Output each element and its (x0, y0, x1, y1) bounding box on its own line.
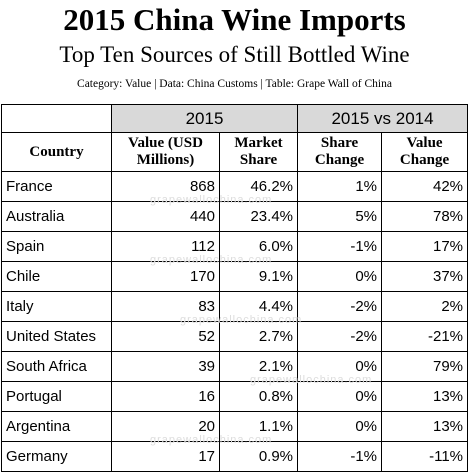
value-cell: -1% (297, 441, 383, 472)
title: 2015 China Wine Imports (63, 2, 406, 37)
value-cell: 6.0% (218, 231, 299, 262)
subtitle: Top Ten Sources of Still Bottled Wine (59, 42, 410, 67)
group-header: 2015 (110, 104, 299, 133)
data-row: Chile 170 9.1% 0% 37% (1, 261, 469, 292)
column-header: Value (USD Millions) (111, 132, 220, 172)
table: 2015 2015 vs 2014 Country Value (USD Millio… (1, 104, 469, 472)
value-cell: 1.1% (218, 411, 299, 442)
value-cell: 0% (297, 381, 383, 412)
value-cell: 37% (381, 261, 469, 292)
country-cell: Italy (1, 291, 112, 322)
caption: Category: Value | Data: China Customs | … (77, 78, 392, 90)
data-row: United States 52 2.7% -2% -21% (1, 321, 469, 352)
value-cell: 9.1% (218, 261, 299, 292)
data-row: Italy 83 4.4% -2% 2% (1, 291, 469, 322)
value-cell: 170 (111, 261, 220, 292)
value-cell: 52 (111, 321, 220, 352)
value-cell: -11% (381, 441, 469, 472)
value-cell: 23.4% (218, 201, 299, 232)
value-cell: -21% (381, 321, 469, 352)
value-cell: 868 (111, 171, 220, 202)
value-cell: 0.9% (218, 441, 299, 472)
value-cell: 83 (111, 291, 220, 322)
country-cell: South Africa (1, 351, 112, 382)
value-cell: 78% (381, 201, 469, 232)
data-row: Argentina 20 1.1% 0% 13% (1, 411, 469, 442)
column-header: Value Change (381, 132, 469, 172)
data-row: South Africa 39 2.1% 0% 79% (1, 351, 469, 382)
country-cell: Chile (1, 261, 112, 292)
value-cell: 17 (111, 441, 220, 472)
country-cell: France (1, 171, 112, 202)
value-cell: 46.2% (218, 171, 299, 202)
value-cell: 0% (297, 351, 383, 382)
data-row: Germany 17 0.9% -1% -11% (1, 441, 469, 472)
value-cell: 440 (111, 201, 220, 232)
country-cell: United States (1, 321, 112, 352)
value-cell: 0.8% (218, 381, 299, 412)
value-cell: 0% (297, 261, 383, 292)
value-cell: 79% (381, 351, 469, 382)
column-header: Country (1, 132, 112, 172)
data-row: France 868 46.2% 1% 42% (1, 171, 469, 202)
value-cell: 2% (381, 291, 469, 322)
column-header-row: Country Value (USD Millions) Market Share S… (1, 132, 469, 172)
country-cell: Australia (1, 201, 112, 232)
value-cell: 2.7% (218, 321, 299, 352)
value-cell: 0% (297, 411, 383, 442)
group-header: 2015 vs 2014 (297, 104, 469, 133)
value-cell: 5% (297, 201, 383, 232)
country-cell: Portugal (1, 381, 112, 412)
value-cell: 13% (381, 411, 469, 442)
blank-cell (1, 104, 112, 133)
value-cell: 2.1% (218, 351, 299, 382)
value-cell: 42% (381, 171, 469, 202)
value-cell: 20 (111, 411, 220, 442)
column-header: Share Change (297, 132, 383, 172)
value-cell: -1% (297, 231, 383, 262)
value-cell: -2% (297, 321, 383, 352)
data-row: Australia 440 23.4% 5% 78% (1, 201, 469, 232)
value-cell: 13% (381, 381, 469, 412)
value-cell: 112 (111, 231, 220, 262)
value-cell: 1% (297, 171, 383, 202)
column-header: Market Share (218, 132, 299, 172)
data-row: Spain 112 6.0% -1% 17% (1, 231, 469, 262)
value-cell: -2% (297, 291, 383, 322)
country-cell: Argentina (1, 411, 112, 442)
group-header-row: 2015 2015 vs 2014 (1, 104, 469, 133)
value-cell: 4.4% (218, 291, 299, 322)
country-cell: Germany (1, 441, 112, 472)
country-cell: Spain (1, 231, 112, 262)
value-cell: 39 (111, 351, 220, 382)
data-row: Portugal 16 0.8% 0% 13% (1, 381, 469, 412)
value-cell: 17% (381, 231, 469, 262)
value-cell: 16 (111, 381, 220, 412)
